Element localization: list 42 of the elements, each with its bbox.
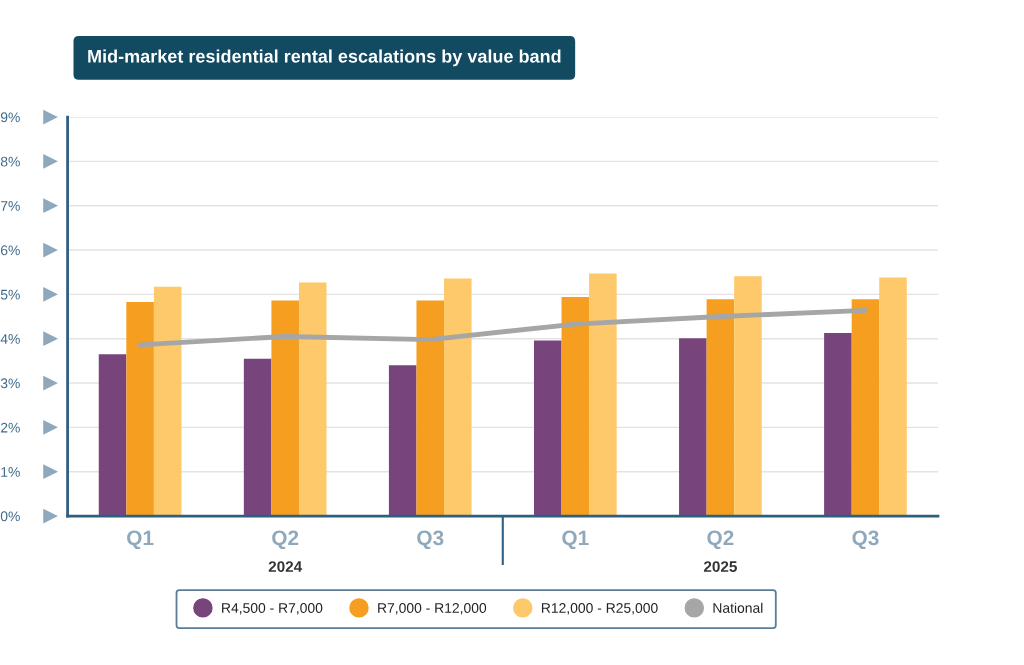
bar (444, 278, 472, 517)
x-tick-label: Q1 (562, 530, 589, 550)
bar (734, 276, 762, 517)
legend-label: R12,000 - R25,000 (541, 603, 658, 615)
bar (298, 282, 327, 517)
y-tick-label: 3% (0, 378, 20, 389)
chart-title: Mid-market residential rental escalations by value band (88, 49, 561, 67)
y-tick-label: 9% (0, 112, 20, 123)
bar (879, 277, 907, 517)
line-series (137, 307, 868, 348)
y-tick-label: 1% (1, 467, 20, 477)
bar (98, 354, 127, 517)
bar (824, 332, 852, 517)
bar (153, 286, 182, 517)
legend-label: R7,000 - R12,000 (378, 603, 487, 615)
text: 2025 (703, 561, 737, 573)
y-tick-label: 6% (0, 245, 20, 256)
bar (533, 340, 562, 517)
y-tick-label: 8% (0, 156, 20, 167)
y-tick-label: 5% (0, 289, 20, 300)
bar (589, 273, 617, 517)
y-tick-label: 0% (0, 511, 20, 522)
bar (243, 358, 272, 517)
x-tick-label: Q1 (127, 530, 154, 550)
bar (679, 338, 707, 517)
bar (416, 300, 445, 517)
bar (271, 300, 299, 517)
y-tick-label: 4% (0, 334, 20, 344)
x-tick-label: Q3 (417, 530, 444, 550)
bar (388, 365, 417, 517)
y-tick-label: 7% (1, 201, 20, 211)
bar (706, 299, 735, 517)
y-tick-label: 2% (0, 422, 20, 433)
bar (561, 297, 590, 517)
x-tick-label: Q2 (707, 530, 734, 550)
x-tick-label: Q3 (852, 530, 879, 550)
bar (126, 301, 154, 517)
x-tick-label: Q2 (272, 530, 299, 550)
legend-label: National (713, 602, 763, 613)
legend-label: R4,500 - R7,000 (222, 603, 323, 615)
bar (851, 299, 880, 517)
text: 2024 (268, 561, 303, 573)
